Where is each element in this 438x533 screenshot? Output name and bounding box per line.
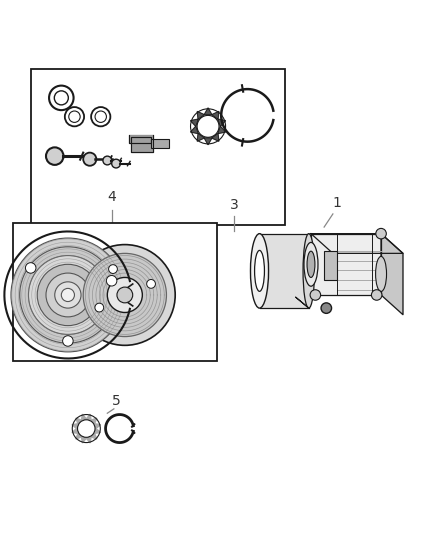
Bar bbox=[151, 139, 169, 148]
Text: 1: 1 bbox=[333, 197, 342, 211]
Circle shape bbox=[376, 229, 386, 239]
Circle shape bbox=[310, 290, 321, 300]
Polygon shape bbox=[95, 429, 101, 433]
Polygon shape bbox=[81, 437, 86, 443]
Circle shape bbox=[49, 86, 74, 110]
Polygon shape bbox=[91, 433, 97, 439]
Polygon shape bbox=[86, 437, 91, 443]
Polygon shape bbox=[91, 418, 97, 424]
Circle shape bbox=[147, 279, 155, 288]
Circle shape bbox=[103, 156, 112, 165]
Circle shape bbox=[117, 287, 133, 303]
Polygon shape bbox=[72, 424, 78, 429]
Circle shape bbox=[11, 238, 125, 352]
Circle shape bbox=[321, 303, 332, 313]
Bar bbox=[31, 69, 285, 225]
Polygon shape bbox=[218, 126, 226, 134]
Circle shape bbox=[20, 247, 116, 343]
Text: 4: 4 bbox=[107, 190, 116, 204]
Circle shape bbox=[83, 152, 96, 166]
Circle shape bbox=[61, 288, 74, 302]
Polygon shape bbox=[311, 233, 403, 253]
Circle shape bbox=[95, 303, 104, 312]
Ellipse shape bbox=[304, 243, 318, 286]
Circle shape bbox=[65, 107, 84, 126]
Polygon shape bbox=[197, 111, 204, 119]
Circle shape bbox=[25, 263, 36, 273]
Polygon shape bbox=[381, 233, 403, 314]
Circle shape bbox=[28, 255, 107, 334]
Circle shape bbox=[37, 264, 99, 326]
Ellipse shape bbox=[375, 256, 387, 292]
Polygon shape bbox=[197, 134, 204, 141]
Polygon shape bbox=[212, 111, 219, 119]
Circle shape bbox=[46, 273, 90, 317]
Polygon shape bbox=[311, 233, 381, 295]
Ellipse shape bbox=[254, 251, 265, 292]
Polygon shape bbox=[204, 138, 212, 145]
Polygon shape bbox=[95, 424, 101, 429]
Bar bbox=[259, 233, 309, 308]
Polygon shape bbox=[72, 429, 78, 433]
Circle shape bbox=[91, 107, 110, 126]
Polygon shape bbox=[81, 414, 86, 420]
Bar bbox=[324, 251, 337, 280]
Circle shape bbox=[112, 159, 120, 168]
Circle shape bbox=[83, 253, 166, 336]
Circle shape bbox=[74, 245, 175, 345]
Ellipse shape bbox=[307, 251, 315, 278]
Text: 5: 5 bbox=[112, 393, 120, 408]
Circle shape bbox=[106, 276, 117, 286]
Circle shape bbox=[109, 265, 117, 273]
Polygon shape bbox=[76, 418, 81, 424]
Polygon shape bbox=[212, 134, 219, 141]
Circle shape bbox=[46, 147, 64, 165]
Ellipse shape bbox=[251, 233, 268, 308]
Text: 3: 3 bbox=[230, 198, 239, 212]
Circle shape bbox=[63, 336, 73, 346]
Polygon shape bbox=[86, 414, 91, 420]
Bar bbox=[13, 223, 217, 361]
Polygon shape bbox=[191, 126, 198, 134]
Ellipse shape bbox=[303, 233, 314, 308]
Text: 2: 2 bbox=[85, 248, 94, 262]
Polygon shape bbox=[76, 433, 81, 439]
Polygon shape bbox=[191, 119, 198, 126]
Polygon shape bbox=[204, 108, 212, 115]
Circle shape bbox=[107, 278, 142, 312]
Circle shape bbox=[371, 290, 382, 300]
Polygon shape bbox=[218, 119, 226, 126]
Circle shape bbox=[55, 282, 81, 308]
Polygon shape bbox=[129, 135, 153, 152]
